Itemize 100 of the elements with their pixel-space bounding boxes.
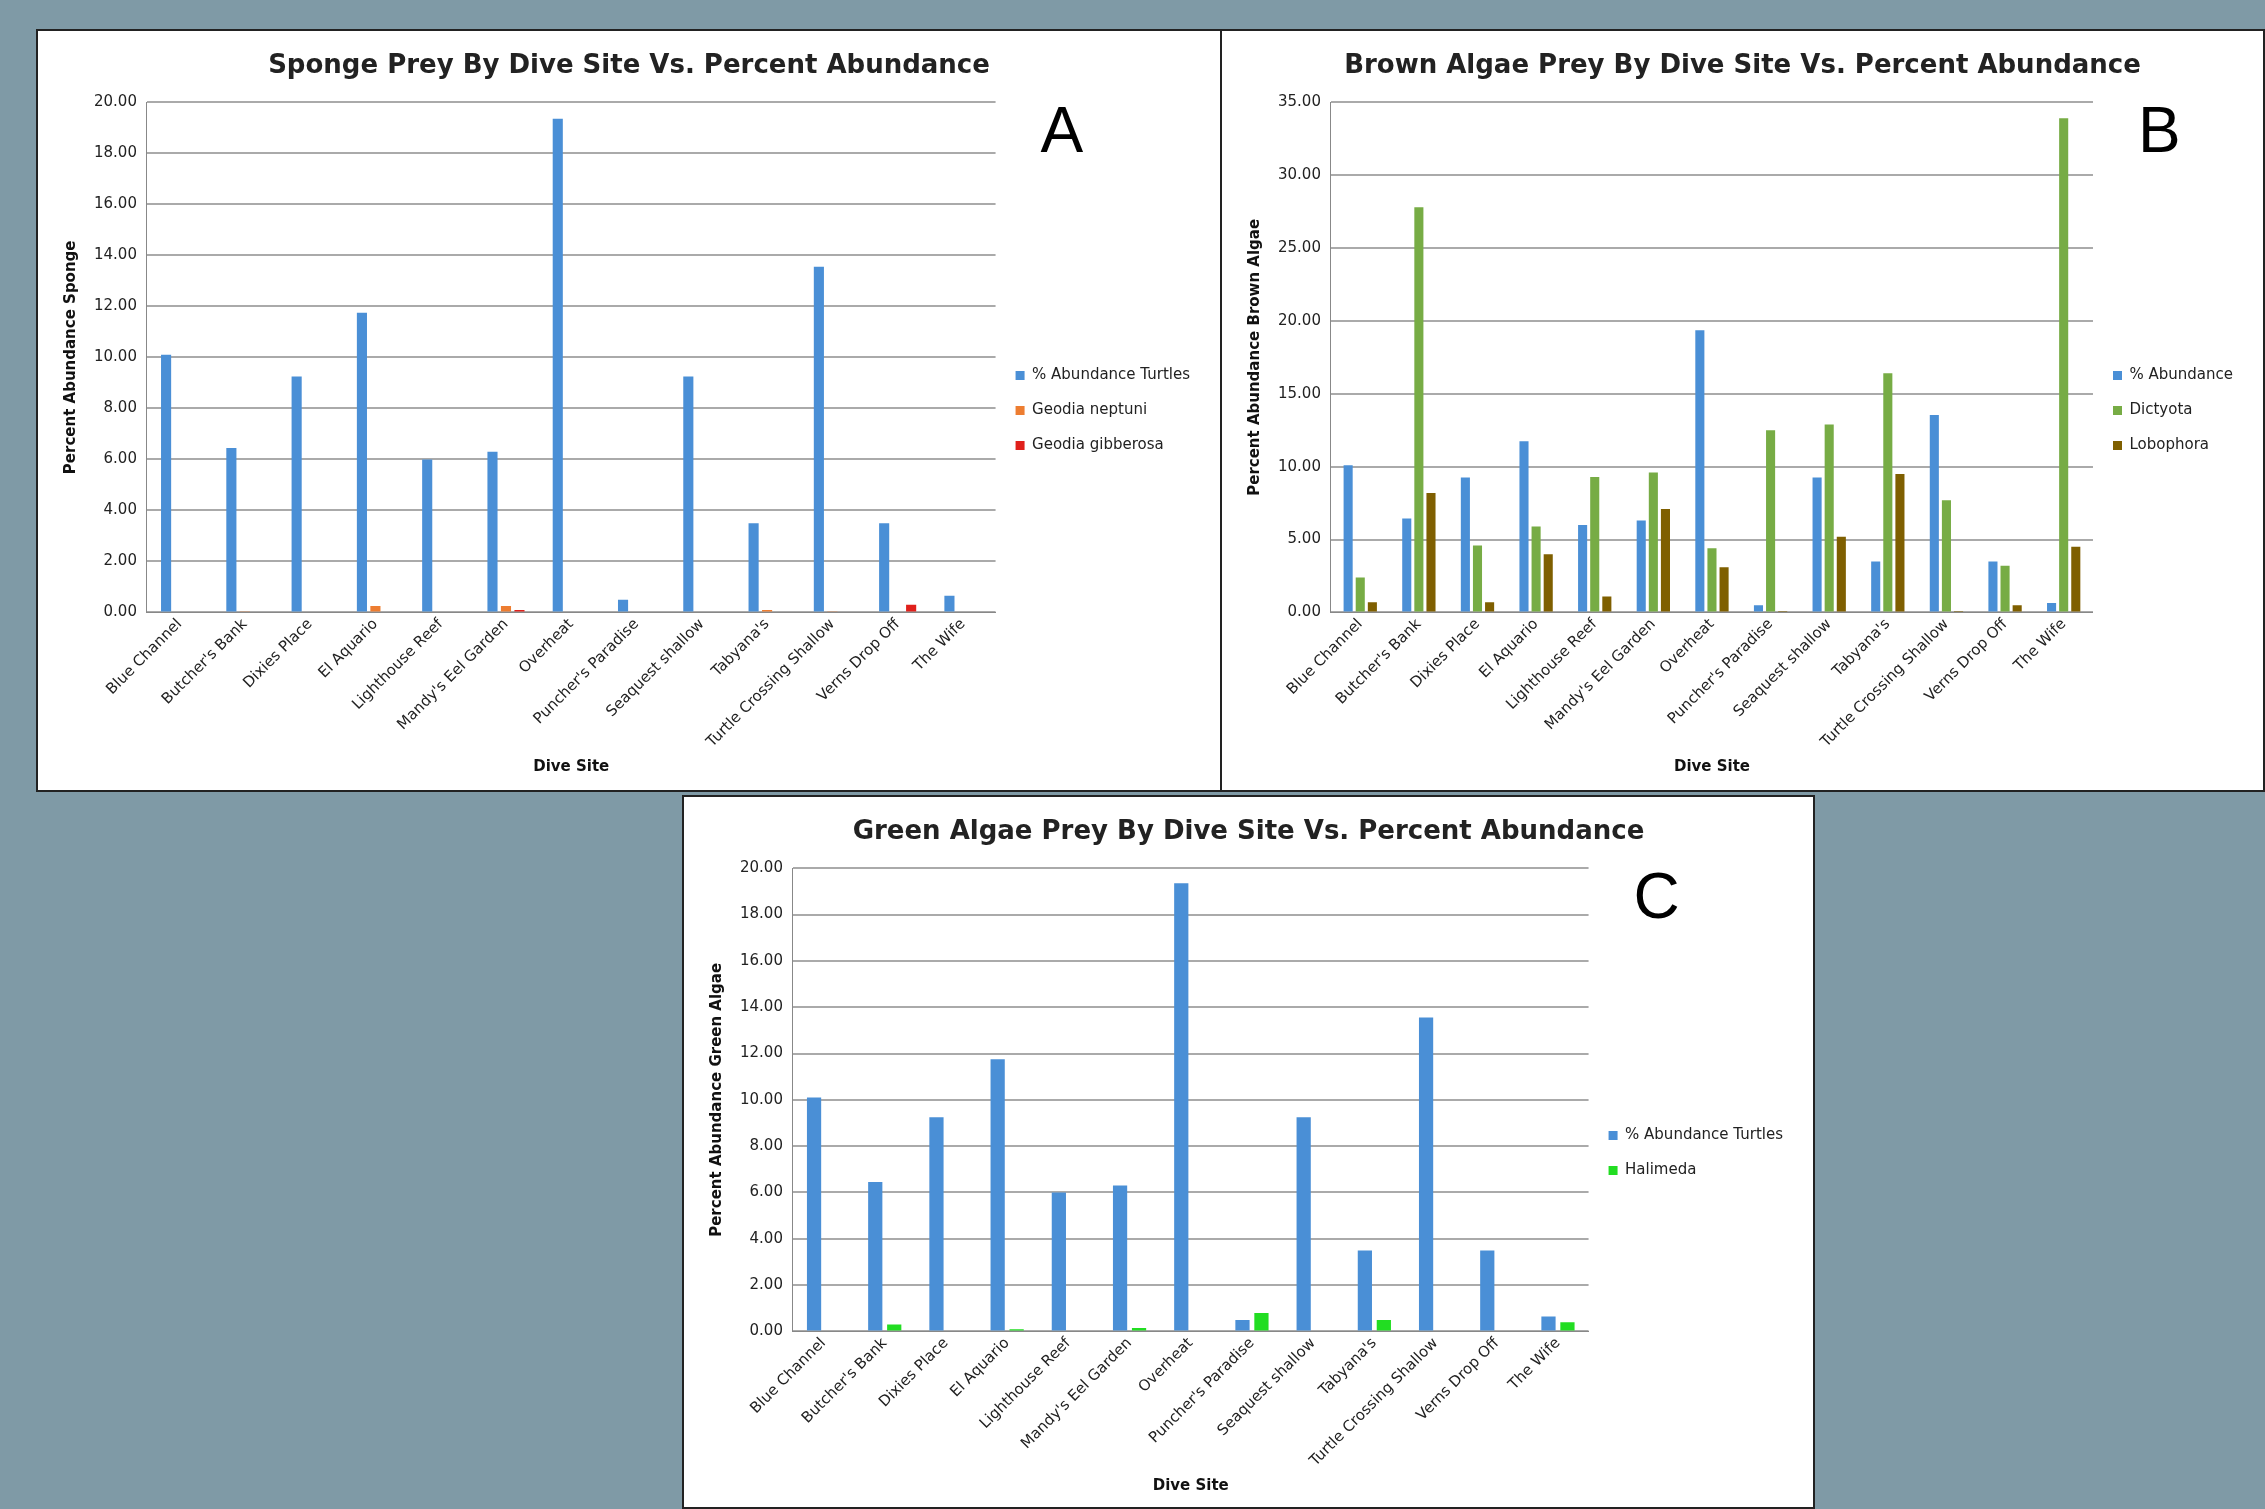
chart-title: Green Algae Prey By Dive Site Vs. Percent Abundance [852,815,1645,846]
legend-label: Lobophora [2129,435,2210,454]
bar [1836,536,1846,612]
y-tick-label: 30.00 [1277,164,1321,183]
y-tick-label: 0.00 [1287,602,1321,621]
bar [1895,473,1905,612]
bar [806,1097,822,1331]
y-tick-label: 14.00 [93,245,137,264]
bar [1426,492,1436,612]
bar [1343,465,1353,612]
bar [1812,477,1822,612]
bar [487,451,498,612]
y-tick-label: 20.00 [739,858,783,877]
y-axis-title: Percent Abundance Sponge [60,240,79,475]
y-tick-label: 15.00 [1277,383,1321,402]
legend-label: % Abundance Turtles [1625,1125,1784,1144]
y-tick-label: 8.00 [749,1136,783,1155]
x-axis-title: Dive Site [1152,1475,1229,1494]
bar [2012,605,2022,612]
bar [1707,548,1717,612]
bar [1254,1312,1269,1331]
bar [944,595,955,612]
y-tick-label: 14.00 [739,997,783,1016]
y-tick-label: 10.00 [1277,456,1321,475]
bar [1472,545,1483,612]
bar [1590,476,1600,612]
bar [1174,883,1189,1331]
y-tick-label: 2.00 [749,1275,783,1294]
x-axis-title: Dive Site [1673,756,1750,775]
legend-label: Dictyota [2129,400,2193,419]
legend-label: Geodia gibberosa [1032,435,1164,454]
bar [1480,1250,1495,1331]
y-tick-label: 16.00 [93,194,137,213]
bar [1941,500,1951,612]
bar [1988,561,1998,612]
y-axis-title: Percent Abundance Green Algae [706,962,725,1237]
bar [1636,520,1646,612]
y-tick-label: 20.00 [93,92,137,111]
bar [748,523,759,612]
bar [1414,207,1424,612]
y-tick-label: 6.00 [103,449,137,468]
legend-label: % Abundance [2129,365,2233,384]
bar [226,447,237,612]
legend-label: % Abundance Turtles [1032,365,1191,384]
y-tick-label: 8.00 [103,398,137,417]
bar [1766,430,1776,612]
bar [1531,526,1541,612]
bar [868,1182,883,1331]
y-axis-title: Percent Abundance Brown Algae [1244,218,1263,496]
bar [1648,472,1658,612]
bar [1929,414,1939,612]
bar [356,312,367,612]
bar [1376,1319,1391,1331]
bar [1871,561,1881,612]
bar [161,354,172,612]
bar [683,376,694,612]
bar [2059,118,2069,612]
y-tick-label: 20.00 [1277,310,1321,329]
bar [906,604,917,612]
x-axis-title: Dive Site [533,756,610,775]
y-tick-label: 25.00 [1277,237,1321,256]
legend-label: Geodia neptuni [1032,400,1148,419]
y-tick-label: 12.00 [93,296,137,315]
bar [1883,373,1893,612]
y-tick-label: 6.00 [749,1182,783,1201]
bar [2000,565,2010,612]
bar [813,266,824,612]
text: B [2137,93,2181,166]
legend-label: Halimeda [1625,1160,1697,1179]
bar [1296,1117,1311,1331]
bar [1719,567,1729,612]
bar [1112,1185,1128,1331]
bar [1660,508,1670,612]
y-tick-label: 12.00 [739,1043,783,1062]
bar [990,1059,1005,1331]
text: C [1633,859,1680,932]
chart-title: Sponge Prey By Dive Site Vs. Percent Abundance [268,49,990,80]
y-tick-label: 0.00 [103,602,137,621]
y-tick-label: 5.00 [1287,529,1321,548]
bar [1578,524,1588,612]
y-tick-label: 4.00 [749,1228,783,1247]
y-tick-label: 10.00 [739,1089,783,1108]
bar [291,376,302,612]
bar [1460,477,1470,612]
bar [1418,1017,1434,1331]
y-tick-label: 2.00 [103,551,137,570]
bar [2071,546,2081,612]
bar [1541,1316,1556,1331]
y-tick-label: 18.00 [93,143,137,162]
bar [1355,577,1365,612]
bar [1543,554,1553,612]
bar [2047,602,2057,612]
y-tick-label: 35.00 [1277,92,1321,111]
bar [929,1117,944,1331]
bar [1235,1319,1250,1331]
y-tick-label: 4.00 [103,500,137,519]
y-tick-label: 0.00 [749,1321,783,1340]
bar [1485,602,1495,612]
bar [1824,424,1834,612]
bar [500,606,512,612]
